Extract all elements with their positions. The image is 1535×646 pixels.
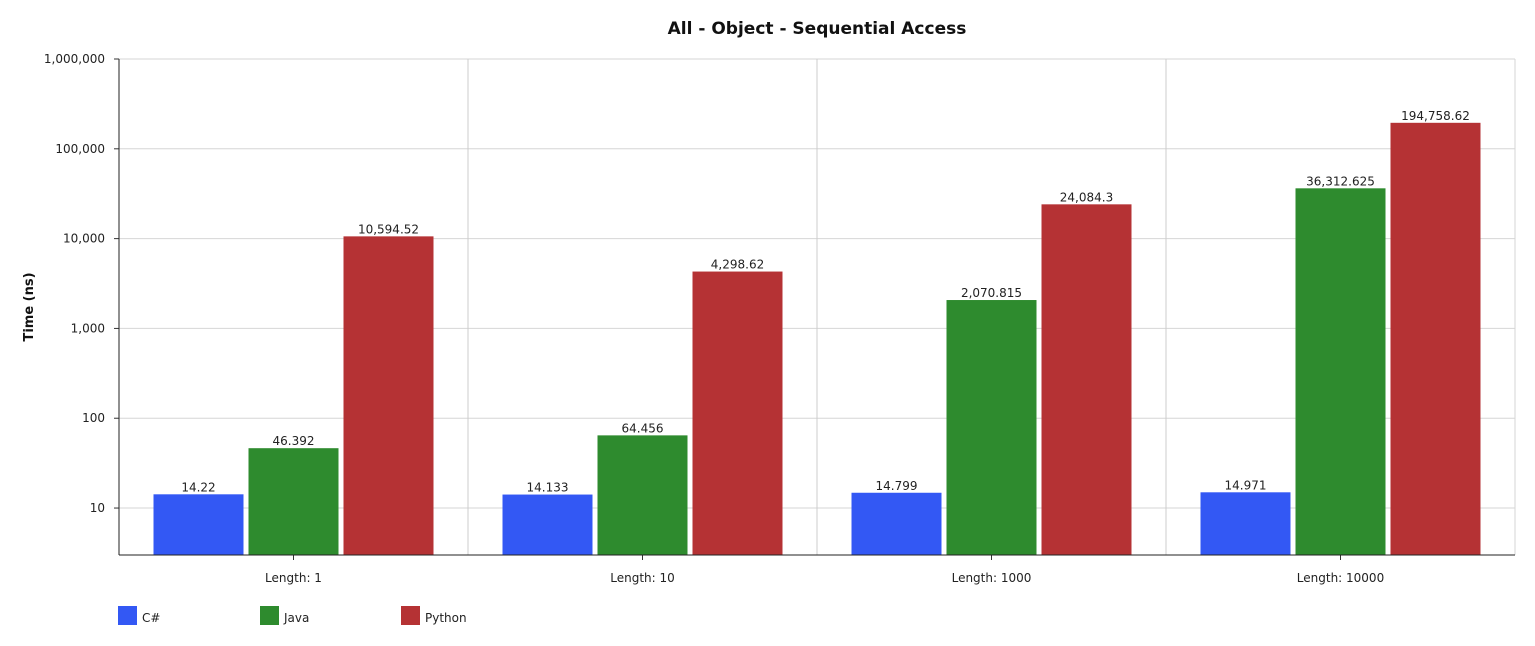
legend-swatch-c[interactable] bbox=[118, 606, 137, 625]
legend-label[interactable]: C# bbox=[142, 611, 160, 625]
x-tick-label: Length: 10000 bbox=[1297, 571, 1384, 585]
data-label: 10,594.52 bbox=[358, 222, 419, 236]
bar-java-2[interactable] bbox=[597, 435, 688, 555]
data-label: 46.392 bbox=[273, 434, 315, 448]
bars: 14.22 46.392 10,594.52 14.133 64.456 4,298.62… bbox=[153, 109, 1481, 556]
chart-title: All - Object - Sequential Access bbox=[668, 19, 967, 39]
data-label: 14.971 bbox=[1225, 478, 1267, 492]
x-tick-label: Length: 1 bbox=[265, 571, 322, 585]
y-axis-label: Time (ns) bbox=[22, 272, 37, 341]
y-tick-label: 100,000 bbox=[55, 142, 105, 156]
bar-python-4[interactable] bbox=[1390, 122, 1481, 555]
bar-python-3[interactable] bbox=[1041, 204, 1132, 555]
data-label: 14.22 bbox=[181, 480, 215, 494]
data-label: 24,084.3 bbox=[1060, 190, 1113, 204]
data-label: 36,312.625 bbox=[1306, 174, 1375, 188]
x-tick-label: Length: 10 bbox=[610, 571, 675, 585]
data-label: 2,070.815 bbox=[961, 286, 1022, 300]
bar-c-2[interactable] bbox=[502, 494, 593, 555]
y-tick-label: 10,000 bbox=[63, 232, 105, 246]
axes: 10 100 1,000 10,000 100,000 1,000,000 Length: … bbox=[44, 52, 1515, 585]
legend-label[interactable]: Java bbox=[283, 611, 309, 625]
bar-c-3[interactable] bbox=[851, 492, 942, 555]
data-label: 14.133 bbox=[527, 481, 569, 495]
bar-python-2[interactable] bbox=[692, 271, 783, 555]
data-label: 14.799 bbox=[876, 479, 918, 493]
y-tick-label: 1,000,000 bbox=[44, 52, 105, 66]
bar-c-4[interactable] bbox=[1200, 492, 1291, 555]
bar-java-4[interactable] bbox=[1295, 188, 1386, 556]
bar-c-1[interactable] bbox=[153, 494, 244, 555]
y-tick-label: 100 bbox=[82, 411, 105, 425]
y-tick-label: 10 bbox=[90, 501, 105, 515]
legend-label[interactable]: Python bbox=[425, 611, 467, 625]
data-label: 194,758.62 bbox=[1401, 109, 1470, 123]
data-label: 64.456 bbox=[622, 421, 664, 435]
legend-swatch-java[interactable] bbox=[260, 606, 279, 625]
data-label: 4,298.62 bbox=[711, 258, 764, 272]
bar-java-1[interactable] bbox=[248, 448, 339, 555]
legend-swatch-python[interactable] bbox=[401, 606, 420, 625]
bar-python-1[interactable] bbox=[343, 236, 434, 556]
bar-java-3[interactable] bbox=[946, 300, 1037, 555]
legend: C# Java Python bbox=[118, 606, 467, 625]
y-tick-label: 1,000 bbox=[71, 321, 105, 335]
x-tick-label: Length: 1000 bbox=[952, 571, 1032, 585]
